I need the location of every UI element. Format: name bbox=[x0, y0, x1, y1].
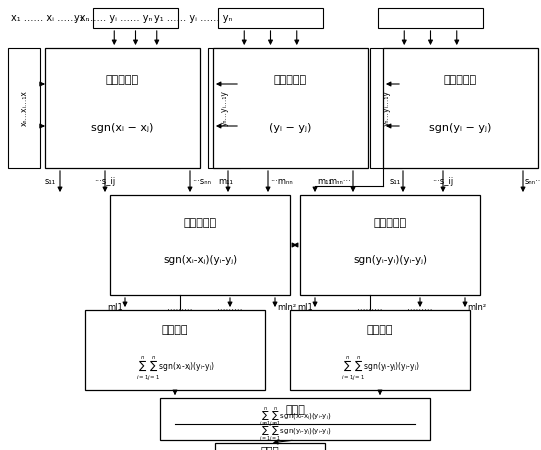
Text: yₙ…yᵢ…₁y: yₙ…yᵢ…₁y bbox=[220, 90, 228, 126]
Text: sgn(xᵢ-xⱼ)(yᵢ-yⱼ): sgn(xᵢ-xⱼ)(yᵢ-yⱼ) bbox=[163, 255, 237, 265]
Bar bbox=[213, 48, 368, 168]
Text: sₙₙ···: sₙₙ··· bbox=[525, 176, 541, 185]
Text: mln²: mln² bbox=[277, 302, 296, 311]
Text: 加法器树: 加法器树 bbox=[367, 325, 393, 335]
Text: s₁₁: s₁₁ bbox=[390, 176, 401, 185]
Text: 乘法器阵列: 乘法器阵列 bbox=[373, 218, 407, 228]
Text: ml1: ml1 bbox=[107, 302, 123, 311]
Text: sgn(yᵢ-yᵢ)(yᵢ-yⱼ): sgn(yᵢ-yᵢ)(yᵢ-yⱼ) bbox=[353, 255, 427, 265]
Text: ···mₙₙ: ···mₙₙ bbox=[270, 176, 293, 185]
Text: $\sum_{i=1}^{n}\sum_{j=1}^{n}$sgn(yᵢ-yⱼ)(yᵢ-yⱼ): $\sum_{i=1}^{n}\sum_{j=1}^{n}$sgn(yᵢ-yⱼ)… bbox=[341, 354, 419, 382]
Text: 减法器阵列: 减法器阵列 bbox=[274, 75, 307, 85]
Text: mln²: mln² bbox=[467, 302, 486, 311]
Text: ………: ……… bbox=[167, 302, 193, 311]
Text: ···sₙₙ: ···sₙₙ bbox=[192, 176, 211, 185]
Bar bbox=[8, 48, 40, 168]
Bar bbox=[45, 48, 200, 168]
Bar bbox=[85, 310, 265, 390]
Bar bbox=[218, 8, 323, 28]
Bar bbox=[160, 398, 430, 440]
Text: m₁₁: m₁₁ bbox=[219, 176, 233, 185]
Bar bbox=[110, 195, 290, 295]
Text: 加法器树: 加法器树 bbox=[162, 325, 188, 335]
Text: 除法器: 除法器 bbox=[285, 405, 305, 415]
Bar bbox=[383, 48, 538, 168]
Bar bbox=[208, 48, 240, 168]
Bar bbox=[378, 8, 483, 28]
Text: m₁₁: m₁₁ bbox=[317, 176, 332, 185]
Text: sgn(yᵢ − yⱼ): sgn(yᵢ − yⱼ) bbox=[430, 123, 492, 133]
Bar bbox=[370, 48, 402, 168]
Text: x₁ …… xᵢ …… xₙ: x₁ …… xᵢ …… xₙ bbox=[11, 13, 90, 23]
Text: 寄存器: 寄存器 bbox=[261, 446, 279, 450]
Text: 乘法器阵列: 乘法器阵列 bbox=[183, 218, 216, 228]
Text: 比较器阵列: 比较器阵列 bbox=[106, 75, 139, 85]
Text: mₙₙ···: mₙₙ··· bbox=[328, 176, 351, 185]
Text: ………: ……… bbox=[217, 302, 243, 311]
Text: sgn(xᵢ − xⱼ): sgn(xᵢ − xⱼ) bbox=[91, 123, 154, 133]
Text: xₙ…xᵢ…₁x: xₙ…xᵢ…₁x bbox=[19, 90, 29, 126]
Bar bbox=[300, 195, 480, 295]
Text: ···s_ij: ···s_ij bbox=[94, 176, 116, 185]
Text: $\sum_{i=1}^{n}\sum_{j=1}^{n}$sgn(yᵢ-yⱼ)(yᵢ-yⱼ): $\sum_{i=1}^{n}\sum_{j=1}^{n}$sgn(yᵢ-yⱼ)… bbox=[259, 420, 331, 444]
Text: s₁₁: s₁₁ bbox=[45, 176, 56, 185]
Text: yₙ…yᵢ…₁y: yₙ…yᵢ…₁y bbox=[381, 90, 391, 126]
Text: ···s_ij: ···s_ij bbox=[432, 176, 453, 185]
Bar bbox=[93, 8, 178, 28]
Text: y₁ …… yᵢ …… yₙ: y₁ …… yᵢ …… yₙ bbox=[154, 13, 232, 23]
Text: y₁ …… yᵢ …… yₙ: y₁ …… yᵢ …… yₙ bbox=[74, 13, 152, 23]
Bar bbox=[215, 443, 325, 450]
Text: (yᵢ − yⱼ): (yᵢ − yⱼ) bbox=[269, 123, 312, 133]
Text: $\sum_{i=1}^{n}\sum_{j=1}^{n}$sgn(xᵢ-xⱼ)(yᵢ-yⱼ): $\sum_{i=1}^{n}\sum_{j=1}^{n}$sgn(xᵢ-xⱼ)… bbox=[259, 405, 331, 429]
Text: $\sum_{i=1}^{n}\sum_{j=1}^{n}$sgn(xᵢ-xⱼ)(yᵢ-yⱼ): $\sum_{i=1}^{n}\sum_{j=1}^{n}$sgn(xᵢ-xⱼ)… bbox=[136, 354, 214, 382]
Text: ………: ……… bbox=[407, 302, 433, 311]
Text: ml1: ml1 bbox=[297, 302, 313, 311]
Text: 比较器阵列: 比较器阵列 bbox=[444, 75, 477, 85]
Text: ………: ……… bbox=[357, 302, 382, 311]
Bar bbox=[290, 310, 470, 390]
